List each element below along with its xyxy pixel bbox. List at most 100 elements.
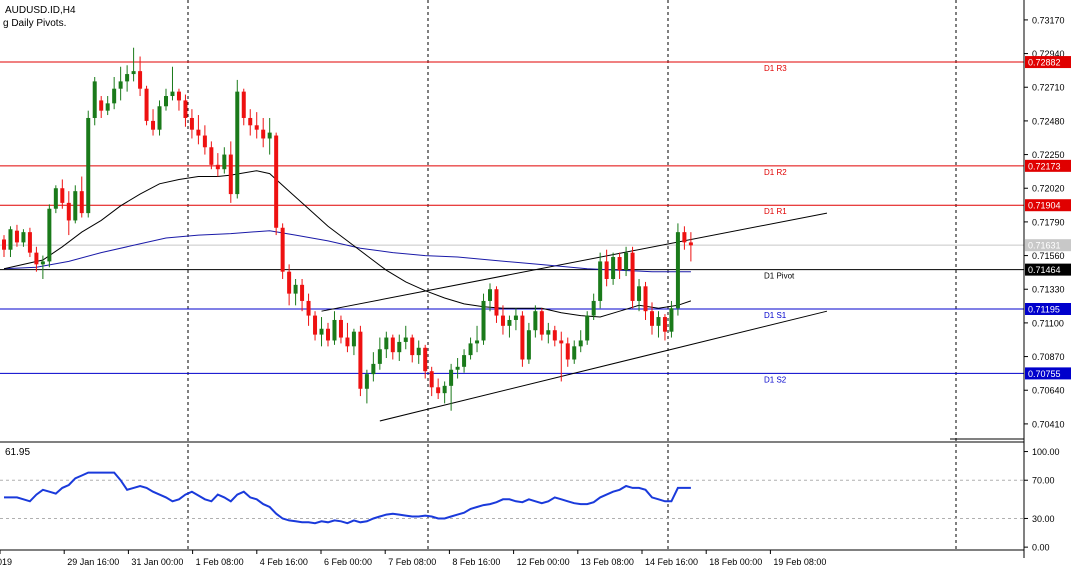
bearish-candle [196,129,201,136]
bullish-candle [377,349,382,364]
price-axis[interactable]: 0.73170 0.72940 0.72710 0.72480 0.72250 0.720… [0,0,1065,558]
symbol-title: AUDUSD.ID,H4 [5,5,76,16]
bullish-candle [675,232,680,309]
channel-lower-line [379,310,828,422]
bullish-candle [267,132,272,139]
bearish-candle [559,340,564,344]
rsi-tick-label: 30.00 [1032,514,1055,524]
bearish-candle [300,284,305,301]
bearish-candle [650,311,654,326]
bearish-candle [313,315,318,335]
bullish-candle [611,257,616,279]
time-tick-label: 1 Feb 08:00 [196,557,244,567]
time-axis[interactable]: 019 29 Jan 16:00 31 Jan 00:00 1 Feb 08:00 4 … [0,550,826,567]
bullish-candle [449,369,454,386]
pivot-price-tag [1025,56,1071,69]
pivot-price-tag [1025,367,1071,380]
time-tick-label: 12 Feb 00:00 [517,557,570,567]
bullish-candle [118,81,123,89]
bullish-candle [585,315,590,341]
bullish-candle [578,340,583,347]
bullish-candle [73,191,78,221]
pivot-price-tag [1025,159,1071,172]
time-tick-label: 19 Feb 08:00 [773,557,826,567]
pivot-price-label: 0.72882 [1028,58,1061,68]
pivot-price-label: 0.71195 [1028,304,1060,314]
bearish-candle [552,330,557,341]
pivot-price-tag [1025,302,1071,315]
bullish-candle [293,284,298,294]
bearish-candle [248,117,253,126]
bullish-candle [319,328,324,335]
pivot-lines [0,61,1024,374]
bearish-candle [228,154,233,195]
slow-moving-average-line [3,230,691,273]
price-tick-label: 0.70640 [1032,386,1065,396]
pivot-label: D1 R1 [764,207,787,216]
bullish-candle [488,289,492,301]
bullish-candle [47,208,52,262]
bearish-candle [306,300,311,316]
bullish-candle [112,88,117,104]
price-tick-label: 0.71560 [1032,251,1065,261]
bullish-candle [442,385,447,394]
bearish-candle [34,252,39,265]
bullish-candle [131,71,136,75]
bullish-candle [462,355,467,367]
bearish-candle [410,337,415,356]
moving-averages [3,170,692,318]
bullish-candle [546,330,551,335]
bearish-candle [429,371,434,388]
bullish-candle [397,341,402,353]
bearish-candle [604,261,609,279]
bearish-candle [151,120,156,130]
bearish-candle [79,191,84,214]
price-tick-label: 0.70410 [1032,419,1065,429]
bearish-candle [241,91,246,118]
bearish-candle [565,343,570,360]
bearish-candle [176,91,181,101]
pivot-price-tag [1025,199,1071,212]
bullish-candle [332,319,337,341]
rsi-tick-label: 0.00 [1032,543,1050,553]
current-price-label: 0.71631 [1028,241,1061,251]
pivot-labels: D1 R3 0.72882 D1 R2 0.72173 D1 R1 0.71904 D1 P… [764,56,1071,384]
pivot-price-tag [1025,263,1071,276]
bullish-candle [572,346,577,360]
time-tick-label: 31 Jan 00:00 [131,557,183,567]
price-tick-label: 0.72250 [1032,150,1065,160]
time-tick-label: 6 Feb 00:00 [324,557,372,567]
rsi-value: 61.95 [5,447,30,458]
bullish-candle [8,229,13,250]
channel-upper-line [321,212,828,312]
bearish-candle [254,125,259,130]
pivot-label: D1 Pivot [764,272,795,281]
bearish-candle [500,315,505,326]
pivot-label: D1 R3 [764,64,787,73]
bearish-candle [209,147,214,165]
bearish-candle [14,230,19,243]
bullish-candle [598,261,603,301]
price-tick-label: 0.71100 [1032,318,1064,328]
bullish-candle [351,331,356,347]
pivot-price-label: 0.71464 [1028,265,1061,275]
time-tick-label: 4 Feb 16:00 [260,557,308,567]
pivot-label: D1 S1 [764,311,787,320]
time-tick-label: 29 Jan 16:00 [67,557,119,567]
time-tick-label: 14 Feb 16:00 [645,557,698,567]
bearish-candle [617,257,622,271]
bullish-candle [624,252,629,271]
price-tick-label: 0.72020 [1032,184,1065,194]
candles [2,47,693,411]
bearish-candle [183,100,188,118]
bearish-candle [662,317,667,332]
pivot-label: D1 S2 [764,375,787,384]
bullish-candle [53,188,58,209]
bearish-candle [138,71,143,89]
time-tick-label: 8 Feb 16:00 [452,557,500,567]
pivot-price-label: 0.70755 [1028,369,1061,379]
bullish-candle [164,96,168,107]
bearish-candle [682,232,687,243]
bearish-candle [326,328,330,341]
